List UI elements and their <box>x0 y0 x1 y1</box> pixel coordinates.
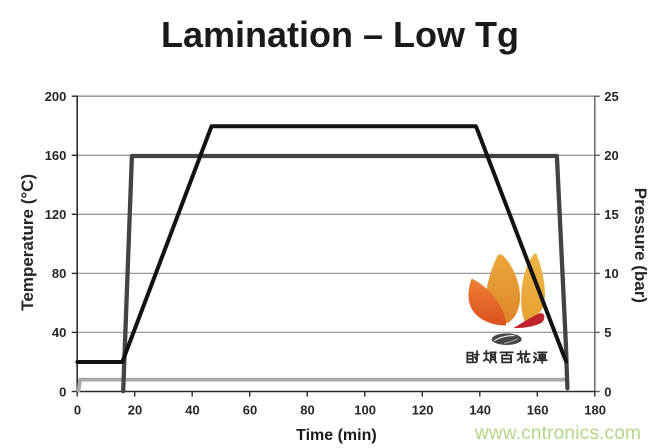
svg-text:Lamination – Low Tg: Lamination – Low Tg <box>161 14 519 55</box>
svg-text:www.cntronics.com: www.cntronics.com <box>474 423 641 444</box>
svg-text:120: 120 <box>412 403 434 418</box>
svg-text:140: 140 <box>469 403 491 418</box>
svg-text:40: 40 <box>185 403 199 418</box>
svg-text:80: 80 <box>300 403 314 418</box>
svg-text:20: 20 <box>128 403 142 418</box>
svg-text:15: 15 <box>604 207 618 222</box>
svg-text:0: 0 <box>74 403 81 418</box>
svg-text:100: 100 <box>354 403 376 418</box>
svg-text:20: 20 <box>604 148 618 163</box>
svg-text:180: 180 <box>584 403 606 418</box>
svg-text:200: 200 <box>45 89 67 104</box>
svg-text:60: 60 <box>243 403 257 418</box>
svg-text:80: 80 <box>52 266 66 281</box>
svg-text:120: 120 <box>45 207 67 222</box>
svg-text:40: 40 <box>52 325 66 340</box>
svg-text:25: 25 <box>604 89 618 104</box>
svg-text:0: 0 <box>59 384 66 399</box>
svg-text:160: 160 <box>527 403 549 418</box>
svg-text:0: 0 <box>604 384 611 399</box>
svg-text:10: 10 <box>604 266 618 281</box>
svg-text:5: 5 <box>604 325 611 340</box>
svg-text:160: 160 <box>45 148 67 163</box>
svg-text:Temperature (°C): Temperature (°C) <box>18 174 37 311</box>
svg-text:Pressure (bar): Pressure (bar) <box>631 188 650 303</box>
svg-text:Time (min): Time (min) <box>296 427 377 444</box>
